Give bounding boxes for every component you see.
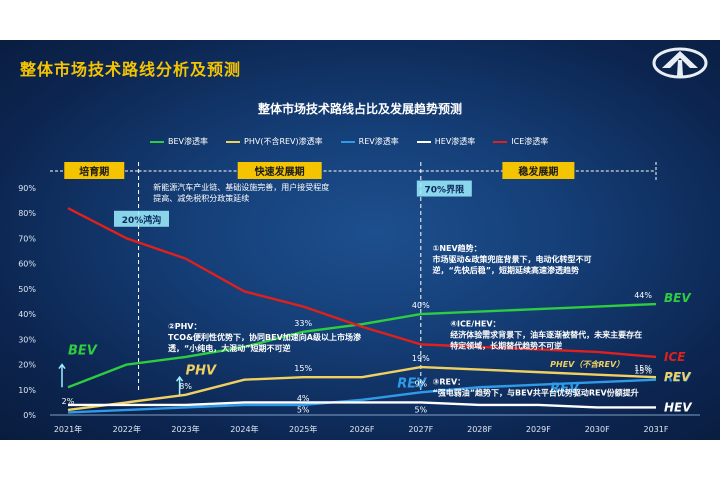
- x-tick-label: 2024年: [230, 424, 258, 434]
- annotation-line: 透，“小纯电，大混动”短期不可逆: [168, 343, 291, 353]
- legend-item-rev: REV渗透率: [340, 136, 399, 147]
- series-end-label: REV: [664, 371, 692, 385]
- annotation-line: 逆，“先快后稳”，短期延续高速渗透趋势: [433, 265, 580, 275]
- series-inline-label: REV: [550, 381, 580, 396]
- series-end-label: ICE: [664, 350, 686, 364]
- chart-legend: BEV渗透率 PHV(不含REV)渗透率 REV渗透率 HEV渗透率 ICE渗透率: [150, 136, 548, 147]
- data-label: 19%: [412, 354, 430, 363]
- series-line-bev: [67, 302, 657, 389]
- data-label: 4%: [297, 394, 310, 403]
- data-label: 15%: [634, 364, 652, 373]
- chart-title: 整体市场技术路线占比及发展趋势预测: [257, 102, 462, 116]
- y-tick-label: 60%: [18, 260, 36, 269]
- phase-box: [237, 162, 322, 179]
- annotation-title: ②PHV：: [168, 322, 202, 331]
- series-end-label: HEV: [664, 400, 693, 414]
- data-label: 15%: [294, 364, 312, 373]
- data-label: 8%: [179, 382, 192, 391]
- phase-box: [502, 162, 575, 179]
- chart-canvas: 0% 10% 20% 30% 40% 50% 60% 70% 80% 90% 2021年 2022年 2…: [18, 162, 700, 434]
- series-inline-label: PHV: [186, 364, 217, 379]
- legend-item-hev: HEV渗透率: [416, 136, 476, 147]
- x-tick-label: 2027F: [408, 425, 433, 434]
- annotation-line: 经济体验需求背景下，油车逐渐被替代，未来主要存在: [450, 330, 642, 340]
- annotation-line: “强电弱油”趋势下，与BEV共平台优势驱动REV份额提升: [433, 388, 639, 398]
- x-tick-label: 2025年: [289, 424, 317, 434]
- annotation-line: 市场驱动&政策兜底背景下，电动化转型不可: [433, 254, 592, 264]
- legend-swatch: [493, 140, 508, 143]
- x-tick-label: 2028F: [467, 425, 492, 434]
- series-end-label: PEV: [664, 370, 692, 384]
- slide: 整体市场技术路线分析及预测 整体市场技术路线占比及发展趋势预测 BEV渗透率 PH…: [0, 40, 720, 440]
- chery-logo-icon: [652, 47, 708, 79]
- y-tick-label: 10%: [18, 386, 36, 395]
- series-line-hev: [68, 401, 656, 409]
- legend-label: ICE渗透率: [511, 137, 549, 146]
- phase-label: 快速发展期: [254, 165, 305, 178]
- x-tick-label: 2021年: [54, 424, 82, 434]
- data-label: 9%: [414, 379, 427, 388]
- series-inline-label: REV: [397, 376, 427, 391]
- legend-label: HEV渗透率: [434, 137, 476, 146]
- y-tick-label: 20%: [18, 361, 36, 370]
- trend-arrow-head: [176, 375, 184, 382]
- y-tick-label: 80%: [18, 209, 36, 218]
- data-label: 40%: [412, 301, 430, 310]
- series-line-phv: [67, 365, 657, 412]
- data-label: 15%: [634, 367, 652, 376]
- legend-swatch: [226, 140, 241, 143]
- legend-label: PHV(不含REV)渗透率: [244, 137, 323, 146]
- data-label: 2%: [62, 397, 75, 406]
- phase-note-line: 提高、减免税积分政策延续: [153, 193, 249, 203]
- annotation-title: ①NEV趋势：: [433, 243, 482, 253]
- legend-label: REV渗透率: [358, 137, 399, 146]
- data-label: 44%: [634, 291, 652, 300]
- series-end-label: BEV: [664, 291, 692, 305]
- trend-arrow-head: [58, 363, 66, 370]
- callout-box: [114, 210, 169, 227]
- y-tick-label: 90%: [18, 184, 36, 193]
- slide-title: 整体市场技术路线分析及预测: [20, 60, 242, 79]
- y-tick-label: 70%: [18, 234, 36, 243]
- data-label: 33%: [294, 319, 312, 328]
- annotation-line: 特定领域，长期替代趋势不可逆: [450, 341, 562, 351]
- phase-label: 培育期: [79, 165, 109, 178]
- x-tick-label: 2030F: [585, 425, 610, 434]
- legend-swatch: [150, 140, 164, 143]
- series-inline-label: BEV: [68, 343, 98, 358]
- series-line-ice: [67, 207, 657, 359]
- callout-label: 20%鸿沟: [122, 214, 162, 226]
- x-tick-label: 2029F: [526, 425, 551, 434]
- annotation-title: ④ICE/HEV：: [450, 320, 500, 329]
- legend-item-ice: ICE渗透率: [493, 136, 548, 147]
- phase-label: 稳发展期: [518, 165, 558, 178]
- x-tick-label: 2022年: [113, 424, 141, 434]
- series-inline-label: PHEV（不含REV）: [550, 359, 624, 369]
- x-tick-label: 2031F: [644, 425, 669, 434]
- y-tick-label: 0%: [23, 411, 36, 420]
- legend-swatch: [340, 140, 355, 143]
- series-line-rev: [67, 378, 657, 414]
- y-tick-label: 30%: [18, 335, 36, 344]
- annotation-line: TCO&便利性优势下，协同BEV加速向A级以上市场渗: [168, 332, 362, 342]
- y-tick-label: 50%: [18, 285, 36, 294]
- phase-box: [64, 162, 125, 179]
- x-tick-label: 2023年: [171, 424, 199, 434]
- data-label: 5%: [297, 405, 310, 414]
- callout-box: [416, 180, 472, 197]
- x-tick-label: 2026F: [350, 425, 375, 434]
- data-label: 5%: [414, 405, 427, 414]
- annotation-title: ③REV：: [433, 378, 466, 387]
- phase-note-line: 新能源汽车产业链、基础设施完善，用户接受程度: [153, 182, 329, 192]
- legend-label: BEV渗透率: [168, 137, 209, 146]
- callout-label: 70%界限: [425, 185, 466, 196]
- legend-item-phv: PHV(不含REV)渗透率: [226, 136, 323, 147]
- y-tick-label: 40%: [18, 310, 36, 319]
- legend-swatch: [416, 140, 431, 143]
- legend-item-bev: BEV渗透率: [150, 136, 208, 147]
